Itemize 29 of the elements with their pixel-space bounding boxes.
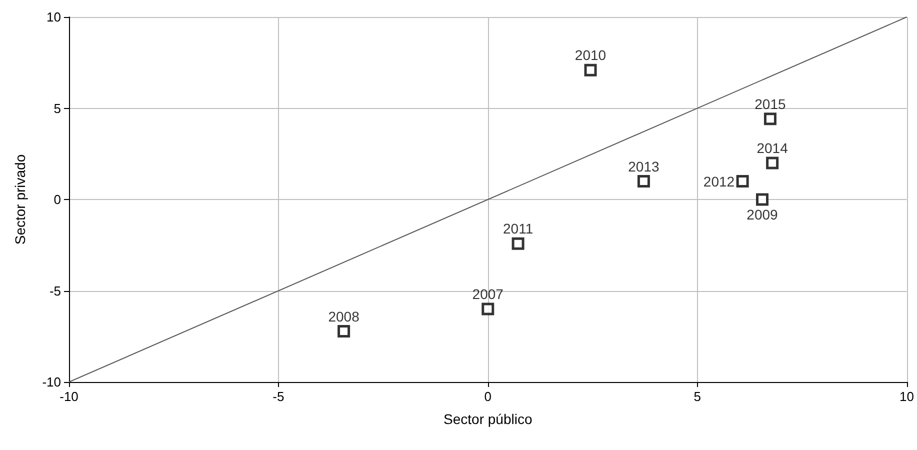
point xyxy=(584,64,597,76)
annotation: 2008 xyxy=(328,308,360,324)
x-tick-label: 10 xyxy=(900,389,914,404)
y-tick-label: 10 xyxy=(46,10,61,24)
y-tick-label: 0 xyxy=(54,192,61,207)
x-tick-label: -5 xyxy=(272,389,284,404)
annotation: 2013 xyxy=(628,158,660,174)
annotation: 2011 xyxy=(502,220,534,237)
point xyxy=(756,193,769,206)
point xyxy=(338,325,350,338)
point xyxy=(736,175,749,188)
y-tick-label: -5 xyxy=(49,283,61,298)
point xyxy=(637,175,650,188)
y-axis-title: Sector privado xyxy=(12,154,28,245)
y-tick-label: 5 xyxy=(54,100,61,116)
point xyxy=(512,237,524,250)
point xyxy=(482,302,494,316)
annotation: 2014 xyxy=(756,140,788,156)
x-axis-title: Sector público xyxy=(444,411,532,427)
x-tick-label: 5 xyxy=(694,389,701,404)
x-tick-label: 0 xyxy=(484,389,492,404)
point xyxy=(766,156,779,170)
point xyxy=(764,112,776,126)
annotation: 2010 xyxy=(574,47,606,64)
y-tick-label: -10 xyxy=(42,374,61,390)
annotation: 2015 xyxy=(754,96,786,112)
annotation: 2007 xyxy=(472,286,504,302)
annotation: 2009 xyxy=(746,206,778,222)
annotation: 2012 xyxy=(703,173,735,190)
